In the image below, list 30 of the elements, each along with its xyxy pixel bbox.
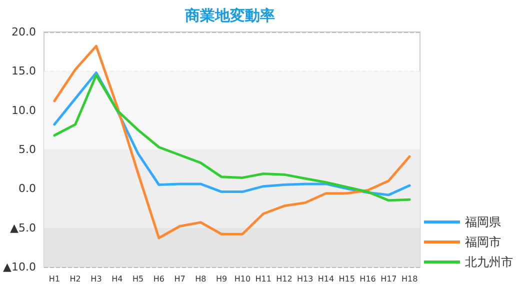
legend-label: 福岡県 (465, 215, 501, 229)
x-tick-label: H6 (153, 274, 164, 284)
x-tick-label: H11 (255, 274, 272, 284)
x-tick-label: H18 (401, 274, 418, 284)
x-tick-label: H4 (112, 274, 123, 284)
x-tick-label: H7 (174, 274, 186, 284)
chart-title: 商業地変動率 (184, 6, 275, 24)
x-tick-label: H9 (216, 274, 228, 284)
y-tick-label: ▲5.0 (10, 221, 36, 234)
y-tick-label: 10.0 (12, 104, 36, 117)
y-tick-label: 15.0 (12, 64, 36, 78)
x-tick-label: H16 (360, 274, 376, 284)
x-tick-label: H10 (234, 274, 251, 284)
y-tick-label: 5.0 (18, 143, 36, 156)
y-tick-label: 0.0 (18, 182, 36, 196)
x-tick-label: H8 (195, 274, 206, 284)
x-tick-label: H3 (90, 274, 102, 284)
y-tick-label: ▲10.0 (3, 260, 36, 274)
x-tick-label: H2 (70, 274, 81, 284)
x-tick-label: H1 (48, 274, 60, 284)
legend-label: 北九州市 (465, 255, 513, 269)
x-tick-label: H13 (297, 274, 314, 284)
x-tick-label: H12 (276, 274, 292, 284)
line-series (53, 44, 411, 240)
x-tick-label: H5 (132, 274, 144, 284)
legend-label: 福岡市 (465, 235, 501, 249)
x-tick-label: H17 (380, 274, 397, 284)
x-tick-label: H15 (338, 274, 355, 284)
x-tick-label: H14 (318, 274, 334, 284)
y-tick-label: 20.0 (12, 26, 36, 38)
